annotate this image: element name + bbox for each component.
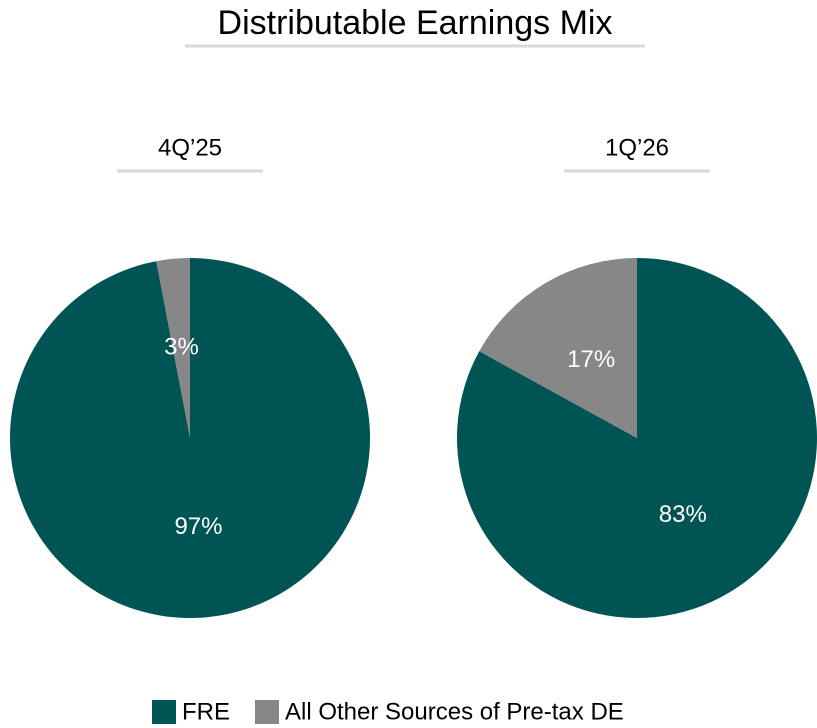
value-label: 83%	[659, 501, 707, 528]
value-label: 3%	[164, 334, 199, 361]
legend-swatch	[152, 700, 176, 724]
legend-label: FRE	[182, 698, 230, 725]
legend-label: All Other Sources of Pre-tax DE	[285, 698, 624, 725]
pie-title: 4Q’25	[158, 134, 222, 161]
legend-swatch	[255, 700, 279, 724]
pie-title: 1Q’26	[605, 134, 669, 161]
chart-title: Distributable Earnings Mix	[218, 4, 613, 42]
pie-slice	[479, 258, 637, 438]
pie-slice	[156, 258, 190, 438]
value-label: 97%	[174, 513, 222, 540]
pie-slice	[9, 258, 370, 618]
value-label: 17%	[567, 346, 615, 373]
